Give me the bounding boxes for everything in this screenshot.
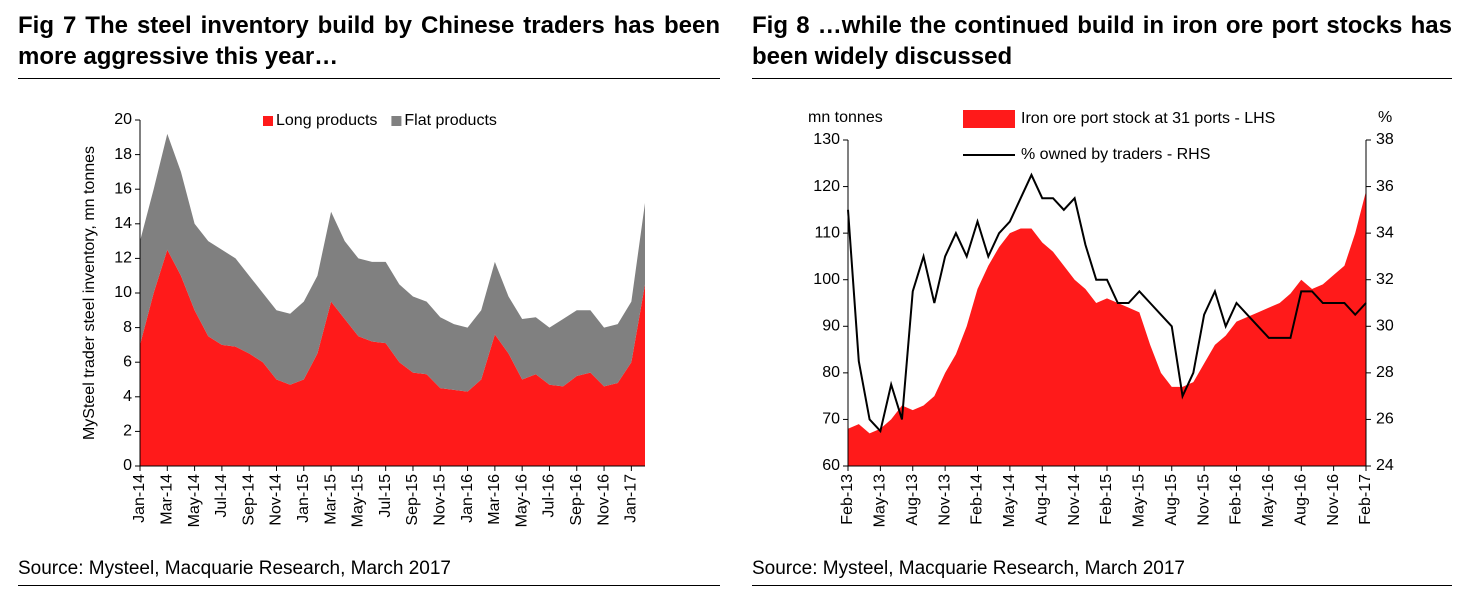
y-tick-label: 16 <box>114 180 132 197</box>
source: Source: Mysteel, Macquarie Research, Mar… <box>18 558 451 579</box>
x-tick-label: Mar-16 <box>486 474 503 525</box>
x-tick-label: Mar-14 <box>159 474 176 525</box>
x-tick-label: Nov-15 <box>1195 474 1212 526</box>
x-tick-label: Jan-17 <box>623 474 640 523</box>
y-tick-label: 12 <box>114 250 132 267</box>
x-tick-label: Nov-14 <box>268 474 285 526</box>
x-tick-label: Mar-15 <box>322 474 339 525</box>
x-tick-label: Nov-15 <box>431 474 448 526</box>
y-tick-label: 14 <box>114 215 132 232</box>
chart-title: Fig 8 …while the continued build in iron… <box>752 12 1452 70</box>
x-tick-label: Sep-15 <box>404 474 421 526</box>
x-tick-label: Aug-13 <box>904 474 921 526</box>
x-tick-label: Jan-14 <box>131 474 148 523</box>
y-tick-label: 18 <box>114 146 132 163</box>
y2-tick-label: 28 <box>1376 364 1394 381</box>
x-tick-label: Aug-16 <box>1292 474 1309 526</box>
rule <box>752 78 1452 79</box>
y2-tick-label: 26 <box>1376 411 1394 428</box>
x-tick-label: Aug-15 <box>1163 474 1180 526</box>
y2-tick-label: 36 <box>1376 178 1394 195</box>
y-tick-label: 2 <box>123 423 132 440</box>
y-tick-label: 0 <box>123 457 132 474</box>
x-tick-label: Nov-13 <box>936 474 953 526</box>
rule <box>18 78 720 79</box>
y-tick-label: 110 <box>814 224 840 241</box>
legend-swatch <box>263 116 273 126</box>
area <box>140 249 645 466</box>
y2-tick-label: 30 <box>1376 318 1394 335</box>
x-tick-label: Feb-16 <box>1228 474 1245 525</box>
y-tick-label: 100 <box>813 271 840 288</box>
x-tick-label: Feb-13 <box>839 474 856 525</box>
legend-label: Iron ore port stock at 31 ports - LHS <box>1021 110 1275 127</box>
y-tick-label: 6 <box>123 353 132 370</box>
x-tick-label: May-14 <box>1001 474 1018 527</box>
legend-label: % owned by traders - RHS <box>1021 146 1210 163</box>
x-tick-label: Jul-16 <box>541 474 558 518</box>
x-tick-label: Nov-14 <box>1066 474 1083 526</box>
legend-swatch <box>391 116 402 126</box>
y2-tick-label: 24 <box>1376 457 1394 474</box>
line <box>847 172 1367 434</box>
x-tick-label: May-15 <box>1131 474 1148 527</box>
x-tick-label: Feb-17 <box>1357 474 1374 525</box>
y2-tick-label: 38 <box>1376 131 1394 148</box>
rule <box>18 585 720 586</box>
y-tick-label: 8 <box>123 319 132 336</box>
x-tick-label: May-16 <box>1260 474 1277 527</box>
legend-swatch <box>963 110 1015 128</box>
area <box>848 191 1366 466</box>
x-tick-label: Jul-15 <box>377 474 394 518</box>
x-tick-label: Feb-15 <box>1098 474 1115 525</box>
x-tick-label: Nov-16 <box>595 474 612 526</box>
x-tick-label: Jul-14 <box>213 474 230 518</box>
x-tick-label: May-15 <box>350 474 367 527</box>
x-tick-label: Sep-16 <box>568 474 585 526</box>
x-tick-label: Aug-14 <box>1033 474 1050 526</box>
y-tick-label: 20 <box>114 111 132 128</box>
y-tick-label: 70 <box>822 411 840 428</box>
x-tick-label: Feb-14 <box>969 474 986 525</box>
rule <box>752 585 1452 586</box>
x-tick-label: May-13 <box>872 474 889 527</box>
y-axis-label: mn tonnes <box>808 109 883 126</box>
y-tick-label: 10 <box>114 284 132 301</box>
legend-label: Flat products <box>404 112 496 129</box>
y-tick-label: 130 <box>813 131 840 148</box>
x-tick-label: May-16 <box>513 474 530 527</box>
y2-tick-label: 32 <box>1376 271 1394 288</box>
y-tick-label: 80 <box>822 364 840 381</box>
y2-tick-label: 34 <box>1376 224 1394 241</box>
y2-axis-label: % <box>1378 109 1392 126</box>
x-tick-label: Jan-15 <box>295 474 312 523</box>
x-tick-label: Sep-14 <box>240 474 257 526</box>
y-tick-label: 120 <box>813 178 840 195</box>
x-tick-label: May-14 <box>186 474 203 527</box>
x-tick-label: Jan-16 <box>459 474 476 523</box>
chart-title: Fig 7 The steel inventory build by Chine… <box>18 12 720 70</box>
legend-label: Long products <box>276 112 377 129</box>
y-axis-label: MySteel trader steel inventory, mn tonne… <box>81 146 98 440</box>
x-tick-label: Nov-16 <box>1325 474 1342 526</box>
source: Source: Mysteel, Macquarie Research, Mar… <box>752 558 1185 579</box>
y-tick-label: 60 <box>822 457 840 474</box>
area <box>140 133 645 392</box>
y-tick-label: 90 <box>822 318 840 335</box>
y-tick-label: 4 <box>123 388 132 405</box>
